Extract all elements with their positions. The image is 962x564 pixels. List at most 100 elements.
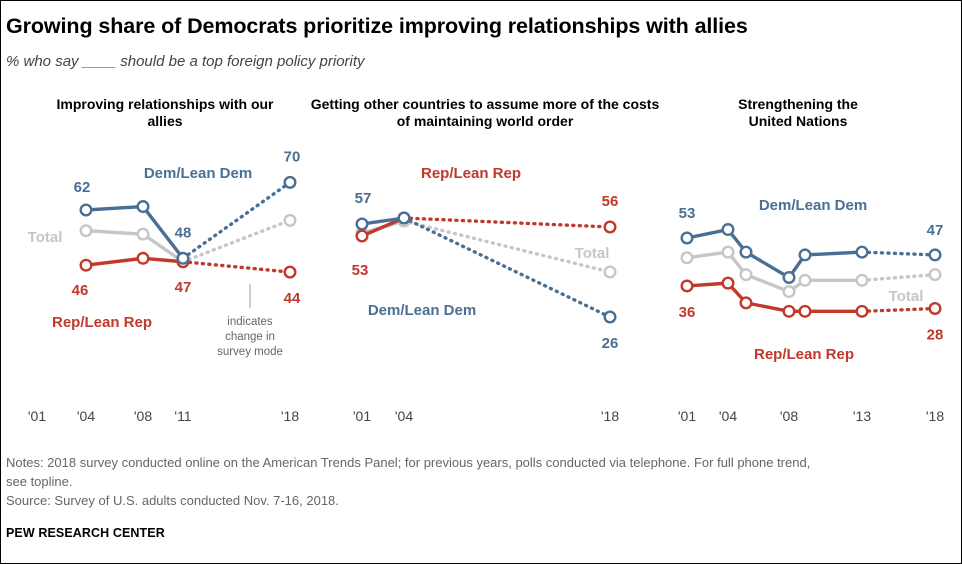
dem-lean-dem-point [603,310,617,324]
total-point [283,213,297,227]
x-tick-label: '04 [395,408,413,424]
x-tick-label: '04 [719,408,737,424]
data-label-dem-lean-dem: 53 [679,205,696,222]
total-point [798,273,812,287]
dem-lean-dem-segment [360,216,406,226]
rep-lean-rep-point [928,302,942,316]
annotation-text: indicates [227,316,273,328]
x-tick-label: '18 [926,408,944,424]
rep-lean-rep-segment [860,306,937,314]
total-point [739,268,753,282]
data-label-dem-lean-dem: 70 [284,148,301,165]
dem-lean-dem-point [739,245,753,259]
dem-lean-dem-segment [181,180,292,260]
series-label-total: Total [889,288,924,305]
total-point [782,285,796,299]
dem-lean-dem-point [79,203,93,217]
rep-lean-rep-segment [360,216,406,238]
series-label-rep-lean-rep: Rep/Lean Rep [421,165,521,182]
data-label-rep-lean-rep: 46 [72,282,89,299]
total-segment [141,232,185,264]
panel-title-costs: Getting other countries to assume more o… [310,96,660,129]
data-label-dem-lean-dem: 47 [927,222,944,239]
total-segment [84,228,145,236]
rep-lean-rep-point [721,276,735,290]
rep-lean-rep-segment [402,216,612,229]
data-label-rep-lean-rep: 47 [175,279,192,296]
credit-label: PEW RESEARCH CENTER [6,526,165,540]
data-label-rep-lean-rep: 53 [352,262,369,279]
dem-lean-dem-segment [744,250,791,280]
rep-lean-rep-point [136,251,150,265]
rep-lean-rep-segment [181,260,292,274]
total-point [855,273,869,287]
dem-lean-dem-point [855,245,869,259]
dem-lean-dem-point [355,217,369,231]
dem-lean-dem-point [283,175,297,189]
rep-lean-rep-segment [84,256,145,267]
x-tick-label: '04 [77,408,95,424]
total-point [721,245,735,259]
dem-lean-dem-segment [402,216,612,319]
series-label-total: Total [575,245,610,262]
data-label-rep-lean-rep: 56 [602,193,619,210]
total-segment [685,250,730,260]
panel-title-un: Strengthening the United Nations [738,96,858,129]
dem-lean-dem-segment [141,204,185,260]
data-label-rep-lean-rep: 28 [927,327,944,344]
data-label-dem-lean-dem: 48 [175,224,192,241]
rep-lean-rep-point [798,304,812,318]
x-tick-label: '01 [678,408,696,424]
total-segment [860,272,937,282]
total-point [928,268,942,282]
annotation-text: change in [225,331,275,343]
annotation-text: survey mode [217,346,283,358]
x-tick-label: '11 [174,408,191,424]
total-segment [181,218,292,264]
x-tick-label: '13 [853,408,871,424]
series-label-dem-lean-dem: Dem/Lean Dem [759,197,867,214]
x-tick-label: '18 [281,408,299,424]
panel-title-allies: Improving relationships with our allies [56,96,274,129]
data-label-dem-lean-dem: 26 [602,335,619,352]
rep-lean-rep-segment [744,301,791,314]
rep-lean-rep-point [283,265,297,279]
rep-lean-rep-segment [141,256,185,264]
total-point [603,265,617,279]
x-tick-label: '01 [353,408,371,424]
notes-line-2: see topline. [6,474,73,489]
x-tick-label: '08 [134,408,152,424]
dem-lean-dem-point [798,248,812,262]
data-label-dem-lean-dem: 57 [355,190,372,207]
dem-lean-dem-segment [860,250,937,257]
rep-lean-rep-point [782,304,796,318]
dem-lean-dem-point [176,251,190,265]
rep-lean-rep-point [739,296,753,310]
dem-lean-dem-segment [84,204,145,212]
rep-lean-rep-point [355,229,369,243]
total-point [136,227,150,241]
rep-lean-rep-point [79,258,93,272]
source-note: Source: Survey of U.S. adults conducted … [6,493,339,508]
total-segment [744,272,791,294]
dem-lean-dem-point [782,270,796,284]
notes-line-1: Notes: 2018 survey conducted online on t… [6,455,811,470]
series-label-dem-lean-dem: Dem/Lean Dem [144,165,252,182]
data-label-rep-lean-rep: 44 [284,290,301,307]
rep-lean-rep-point [855,304,869,318]
dem-lean-dem-segment [803,250,864,257]
dem-lean-dem-point [721,223,735,237]
chart-subtitle: % who say ____ should be a top foreign p… [6,53,365,70]
data-label-dem-lean-dem: 62 [74,179,91,196]
dem-lean-dem-point [680,231,694,245]
data-label-rep-lean-rep: 36 [679,304,696,321]
series-label-rep-lean-rep: Rep/Lean Rep [52,314,152,331]
x-tick-label: '18 [601,408,619,424]
rep-lean-rep-point [680,279,694,293]
chart-title: Growing share of Democrats prioritize im… [6,14,748,38]
series-label-rep-lean-rep: Rep/Lean Rep [754,346,854,363]
dem-lean-dem-segment [685,227,730,240]
dem-lean-dem-point [928,248,942,262]
total-point [79,224,93,238]
